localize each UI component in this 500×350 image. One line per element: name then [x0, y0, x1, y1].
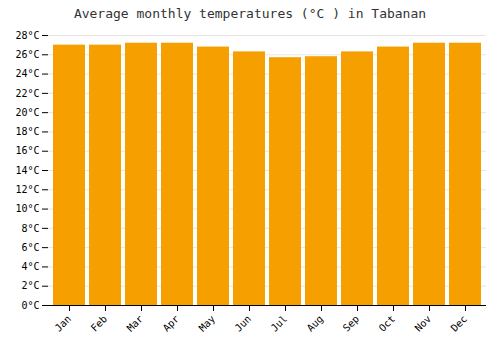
svg-text:10°C: 10°C [15, 203, 39, 214]
svg-text:22°C: 22°C [15, 88, 39, 99]
svg-text:Jun: Jun [233, 313, 254, 334]
svg-text:Dec: Dec [449, 313, 470, 334]
svg-text:Oct: Oct [377, 313, 398, 334]
svg-text:Mar: Mar [125, 313, 146, 334]
svg-text:Apr: Apr [161, 313, 182, 334]
svg-text:26°C: 26°C [15, 49, 39, 60]
svg-text:12°C: 12°C [15, 184, 39, 195]
svg-text:14°C: 14°C [15, 165, 39, 176]
svg-text:4°C: 4°C [21, 261, 39, 272]
svg-text:6°C: 6°C [21, 242, 39, 253]
svg-text:28°C: 28°C [15, 30, 39, 41]
svg-text:0°C: 0°C [21, 300, 39, 311]
svg-text:Aug: Aug [305, 313, 326, 334]
svg-text:2°C: 2°C [21, 280, 39, 291]
svg-text:Nov: Nov [413, 313, 434, 334]
svg-text:May: May [197, 313, 218, 334]
svg-text:Sep: Sep [341, 313, 362, 334]
svg-text:8°C: 8°C [21, 223, 39, 234]
svg-text:18°C: 18°C [15, 126, 39, 137]
svg-text:Feb: Feb [89, 313, 110, 334]
svg-text:Jan: Jan [53, 313, 74, 334]
html-text:Average monthly temperatures (: Average monthly temperatures (°C ) in Ta… [73, 6, 427, 21]
svg-text:16°C: 16°C [15, 145, 39, 156]
svg-text:24°C: 24°C [15, 68, 39, 79]
svg-text:20°C: 20°C [15, 107, 39, 118]
svg-text:Jul: Jul [269, 313, 290, 334]
